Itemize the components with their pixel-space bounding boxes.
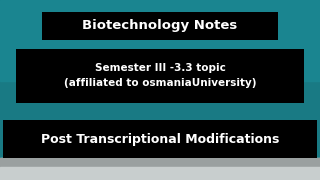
Text: Post Transcriptional Modifications: Post Transcriptional Modifications — [41, 132, 279, 146]
Bar — [0, 158, 320, 167]
Bar — [0, 0, 320, 158]
Text: Semester III -3.3 topic
(affiliated to osmaniaUniversity): Semester III -3.3 topic (affiliated to o… — [64, 63, 256, 88]
Text: Biotechnology Notes: Biotechnology Notes — [82, 19, 238, 32]
Bar — [16, 49, 304, 103]
Bar — [0, 0, 320, 81]
Bar — [3, 120, 317, 158]
Bar — [0, 167, 320, 180]
Bar — [42, 12, 278, 40]
Bar — [0, 158, 320, 180]
